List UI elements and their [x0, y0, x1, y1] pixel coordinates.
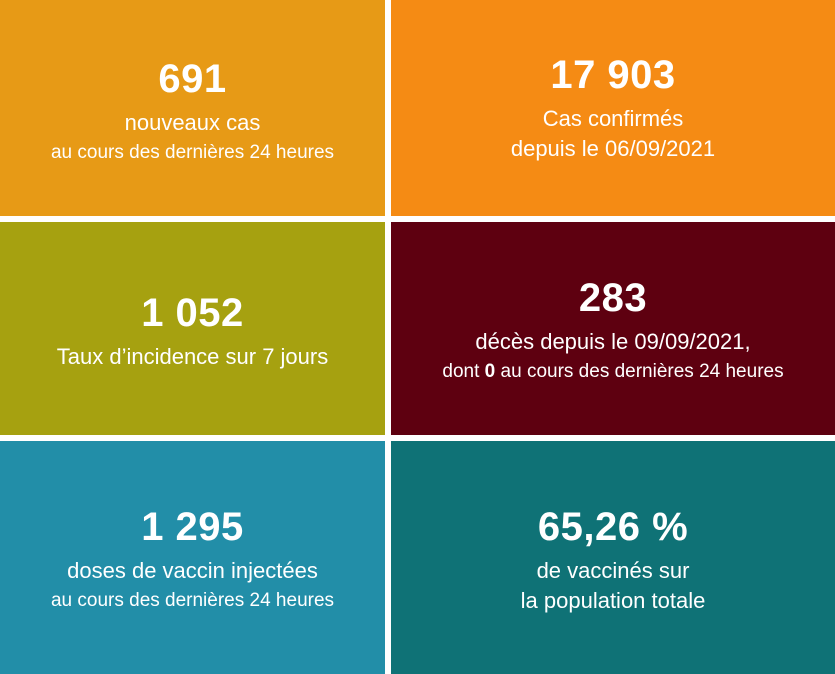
confirmed-cases-sublabel: depuis le 06/09/2021: [510, 136, 716, 161]
new-cases-value: 691: [158, 57, 227, 101]
vaccine-doses-sublabel: au cours des dernières 24 heures: [50, 589, 335, 611]
new-cases-tile: 691 nouveaux cas au cours des dernières …: [0, 0, 385, 216]
vaccine-doses-label: doses de vaccin injectées: [67, 557, 318, 583]
deaths-sublabel: dont 0 au cours des dernières 24 heures: [442, 357, 783, 387]
deaths-sublabel-suffix: au cours des dernières 24 heures: [495, 360, 784, 382]
deaths-tile: 283 décès depuis le 09/09/2021, dont 0 a…: [391, 222, 835, 435]
incidence-label: Taux d’incidence sur 7 jours: [56, 343, 329, 369]
confirmed-cases-tile: 17 903 Cas confirmés depuis le 06/09/202…: [391, 0, 835, 216]
confirmed-cases-value: 17 903: [550, 53, 676, 97]
new-cases-sublabel: au cours des dernières 24 heures: [50, 142, 335, 163]
vaccinated-rate-value: 65,26 %: [537, 504, 689, 549]
deaths-24h-count: 0: [484, 360, 496, 382]
incidence-value: 1 052: [141, 290, 244, 335]
deaths-value: 283: [578, 275, 648, 320]
vaccinated-rate-label: de vaccinés sur: [536, 557, 690, 583]
vaccinated-rate-sublabel: la population totale: [520, 587, 706, 613]
vaccine-doses-value: 1 295: [141, 504, 244, 549]
confirmed-cases-label: Cas confirmés: [542, 106, 684, 131]
deaths-sublabel-prefix: dont: [442, 360, 485, 382]
incidence-tile: 1 052 Taux d’incidence sur 7 jours: [0, 222, 385, 435]
vaccinated-rate-tile: 65,26 % de vaccinés sur la population to…: [391, 441, 835, 674]
vaccine-doses-tile: 1 295 doses de vaccin injectées au cours…: [0, 441, 385, 674]
deaths-label: décès depuis le 09/09/2021,: [475, 328, 751, 354]
new-cases-label: nouveaux cas: [124, 110, 261, 135]
